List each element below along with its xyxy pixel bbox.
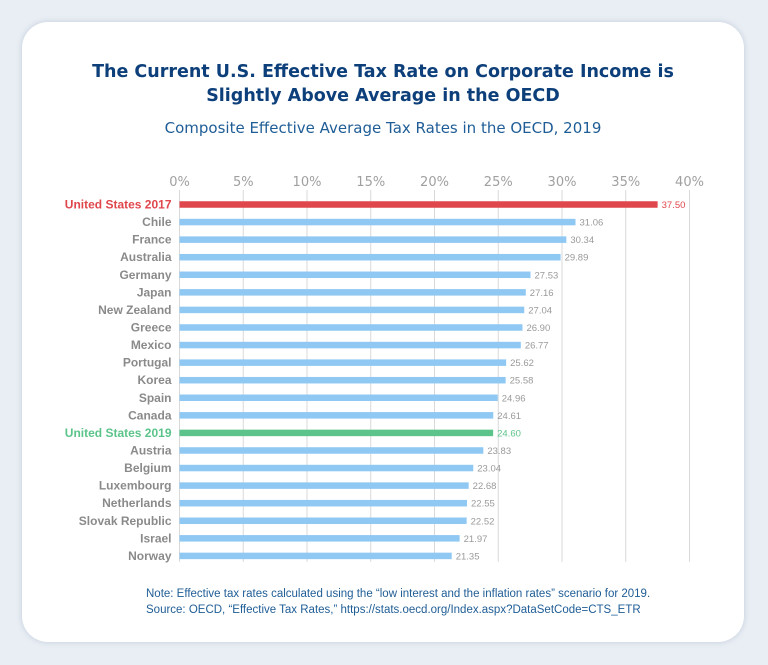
category-label: Austria	[130, 443, 172, 457]
bar	[179, 535, 460, 542]
value-label: 22.68	[473, 481, 497, 492]
value-label: 24.61	[497, 411, 521, 422]
bar	[179, 464, 474, 472]
chart-title-line-2: Slightly Above Average in the OECD	[206, 86, 560, 106]
source-text: Source: OECD, “Effective Tax Rates,” htt…	[146, 604, 641, 616]
value-label: 21.97	[464, 534, 488, 545]
category-label: Luxembourg	[99, 479, 172, 493]
bar	[179, 499, 468, 507]
x-tick-label: 30%	[548, 175, 577, 190]
category-label: Canada	[128, 408, 172, 422]
value-label: 23.04	[477, 464, 501, 475]
value-label: 27.16	[530, 288, 554, 299]
category-label: Belgium	[124, 461, 171, 475]
note-text: Note: Effective tax rates calculated usi…	[146, 588, 651, 600]
chart-title: The Current U.S. Effective Tax Rate on C…	[22, 60, 744, 108]
x-tick-label: 5%	[233, 175, 254, 190]
value-label: 22.52	[471, 516, 495, 527]
x-tick-label: 20%	[420, 175, 449, 190]
value-label: 21.35	[456, 551, 480, 562]
value-label: 30.34	[570, 235, 594, 246]
category-label: Australia	[120, 250, 172, 264]
bar	[179, 324, 523, 331]
category-label: Greece	[131, 320, 172, 334]
category-label: Chile	[142, 215, 172, 229]
bar	[179, 289, 526, 296]
value-label: 27.04	[528, 305, 552, 316]
bar	[179, 201, 658, 208]
x-tick-label: 40%	[675, 175, 704, 190]
value-label: 27.53	[535, 270, 559, 281]
bar	[179, 447, 484, 454]
value-label: 24.96	[502, 393, 526, 404]
x-tick-label: 15%	[356, 175, 385, 190]
value-label: 29.89	[565, 253, 589, 264]
value-label: 25.62	[510, 358, 534, 369]
category-label: Portugal	[123, 356, 172, 370]
bar	[179, 253, 561, 261]
bar	[179, 517, 467, 525]
category-label: Korea	[137, 373, 171, 387]
category-label: Israel	[140, 531, 171, 545]
value-label: 22.55	[471, 499, 495, 510]
bar	[179, 412, 494, 419]
category-label: Norway	[128, 549, 172, 563]
bar	[179, 306, 525, 314]
category-label: Germany	[119, 268, 171, 282]
bar	[179, 359, 507, 366]
x-tick-label: 35%	[611, 175, 640, 190]
category-label: France	[132, 233, 172, 247]
value-label: 26.77	[525, 341, 549, 352]
value-label: 25.58	[510, 376, 534, 387]
category-label: New Zealand	[98, 303, 171, 317]
category-label: Mexico	[131, 338, 172, 352]
bar	[179, 552, 452, 560]
value-label: 31.06	[580, 218, 604, 229]
category-label: Japan	[137, 285, 172, 299]
bar	[179, 341, 521, 349]
category-label: Spain	[139, 391, 172, 405]
bar	[179, 429, 494, 437]
chart-subtitle: Composite Effective Average Tax Rates in…	[164, 119, 602, 137]
bar	[179, 271, 531, 279]
value-label: 37.50	[662, 200, 686, 211]
category-label: United States 2019	[65, 426, 172, 440]
value-label: 26.90	[526, 323, 550, 334]
chart-notes: Note: Effective tax rates calculated usi…	[146, 586, 650, 618]
value-label: 23.83	[487, 446, 511, 457]
x-tick-label: 0%	[169, 175, 190, 190]
x-tick-label: 25%	[484, 175, 513, 190]
bar	[179, 482, 469, 489]
bar	[179, 236, 567, 243]
bar	[179, 394, 498, 402]
chart-title-line-1: The Current U.S. Effective Tax Rate on C…	[92, 62, 674, 82]
bar	[179, 376, 506, 384]
chart-card: The Current U.S. Effective Tax Rate on C…	[22, 22, 744, 642]
bar-chart: 0% 5% 10% 15% 20% 25% 30% 35% 40% United States 2…	[65, 175, 704, 563]
category-label: United States 2017	[65, 198, 172, 212]
category-label: Netherlands	[102, 496, 172, 510]
category-label: Slovak Republic	[79, 514, 172, 528]
x-tick-label: 10%	[293, 175, 322, 190]
bar	[179, 218, 576, 226]
value-label: 24.60	[497, 428, 521, 439]
